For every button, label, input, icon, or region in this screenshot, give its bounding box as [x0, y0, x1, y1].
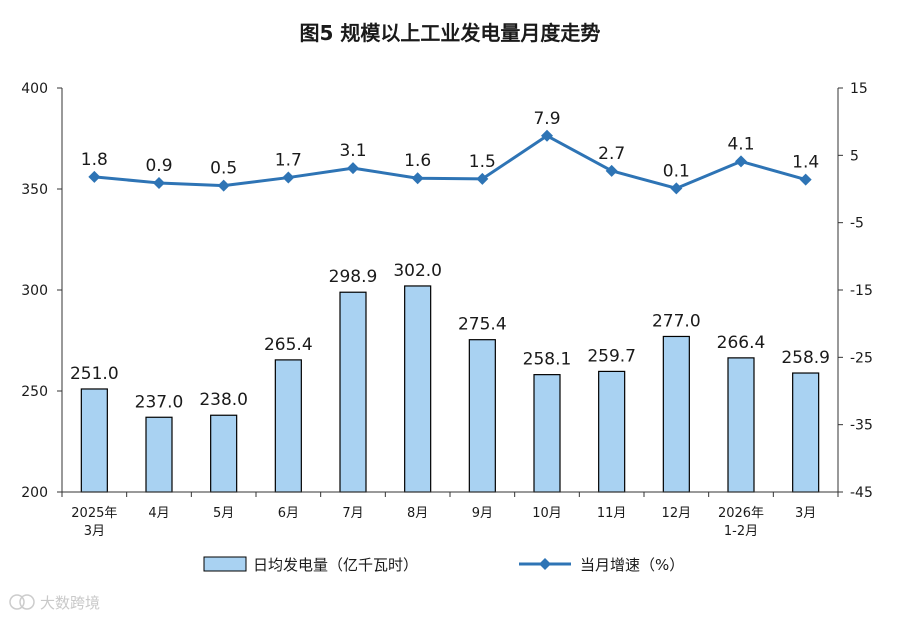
bar [339, 291, 367, 493]
legend-bar-label: 日均发电量（亿千瓦时） [253, 556, 418, 574]
y-right-tick-label: 15 [850, 81, 868, 97]
line-point [735, 155, 747, 168]
y-left-tick-label: 300 [21, 283, 48, 299]
x-tick-label: 9月 [472, 506, 493, 521]
y-right-tick-label: -5 [850, 216, 864, 232]
y-right-tick-label: -45 [850, 485, 873, 501]
line-series [88, 129, 812, 195]
y-right-tick-label: -15 [850, 283, 873, 299]
line-value-label: 2.7 [598, 144, 625, 164]
bar-value-label: 298.9 [329, 267, 378, 287]
line-point [153, 176, 165, 189]
x-tick-label: 6月 [278, 506, 299, 521]
bar-value-label: 259.7 [587, 346, 636, 366]
line-value-label: 0.1 [663, 161, 690, 181]
bar-value-label: 266.4 [717, 333, 766, 353]
bar-value-label: 265.4 [264, 335, 313, 355]
x-tick-label: 11月 [597, 506, 627, 521]
line-point [670, 182, 683, 195]
bar-value-label: 302.0 [393, 261, 442, 281]
line-value-label: 1.5 [469, 152, 496, 172]
x-tick-label: 2025年 [71, 506, 117, 521]
line-value-label: 1.6 [404, 151, 431, 171]
x-tick-label: 8月 [407, 506, 428, 521]
legend-bar-swatch [203, 556, 247, 572]
line-value-label: 4.1 [727, 134, 754, 154]
bar-value-label: 238.0 [199, 390, 248, 410]
x-tick-label: 7月 [342, 506, 363, 521]
bar-value-label: 275.4 [458, 315, 507, 335]
bar [662, 335, 690, 493]
line-point [411, 172, 424, 185]
watermark: 大数跨境 [9, 594, 100, 612]
legend-line-marker [539, 558, 551, 570]
x-tick-label: 10月 [532, 506, 562, 521]
y-right-tick-label: -35 [850, 418, 873, 434]
bar [598, 370, 626, 493]
watermark-text: 大数跨境 [40, 594, 100, 612]
x-tick-label: 12月 [662, 506, 692, 521]
bar-value-label: 258.9 [781, 348, 830, 368]
x-tick-label: 2026年 [718, 506, 764, 521]
line-value-label: 3.1 [339, 141, 366, 161]
bar [145, 416, 173, 493]
bar-value-label: 277.0 [652, 311, 701, 331]
line-value-label: 0.5 [210, 159, 237, 179]
line-value-label: 1.7 [275, 151, 302, 171]
x-tick-label: 3月 [795, 506, 816, 521]
growth-line [94, 134, 807, 190]
y-left-tick-label: 250 [21, 384, 48, 400]
x-tick-label: 1-2月 [724, 524, 758, 539]
bar [274, 359, 302, 493]
line-point [799, 173, 812, 186]
kuajing-logo-icon [9, 594, 35, 610]
bar [533, 374, 561, 493]
data-labels: 251.0 237.0 238.0 265.4 298.9 302.0 275.4 258.1… [70, 109, 830, 412]
line-point [282, 171, 295, 184]
x-tick-label: 4月 [148, 506, 169, 521]
axes: 200 250 300 350 400 -45 -35 -25 -15 -5 5 15 2025年 3月 4… [21, 81, 873, 539]
line-point [476, 172, 489, 185]
bar-value-label: 258.1 [523, 350, 572, 370]
bar [210, 414, 238, 493]
bar [404, 285, 432, 493]
bar-series [80, 285, 820, 493]
bar-value-label: 237.0 [135, 392, 184, 412]
line-value-label: 1.8 [81, 150, 108, 170]
chart-title: 图5 规模以上工业发电量月度走势 [300, 21, 601, 45]
line-point [605, 164, 618, 177]
legend: 日均发电量（亿千瓦时） 当月增速（%） [203, 556, 684, 574]
line-point [217, 179, 230, 192]
x-tick-label: 5月 [213, 506, 234, 521]
y-right-tick-label: 5 [850, 148, 859, 164]
line-value-label: 0.9 [145, 156, 172, 176]
line-value-label: 7.9 [533, 109, 560, 129]
bar [80, 388, 108, 493]
y-left-tick-label: 350 [21, 182, 48, 198]
line-point [347, 162, 359, 175]
line-point [88, 170, 101, 183]
y-left-tick-label: 400 [21, 81, 48, 97]
x-tick-label: 3月 [84, 524, 105, 539]
bar-value-label: 251.0 [70, 364, 119, 384]
line-value-label: 1.4 [792, 153, 819, 173]
bar [468, 339, 496, 493]
legend-line-label: 当月增速（%） [580, 556, 684, 574]
y-left-tick-label: 200 [21, 485, 48, 501]
y-right-tick-label: -25 [850, 350, 873, 366]
line-point [541, 129, 553, 142]
bar [792, 372, 820, 493]
bar [727, 357, 755, 493]
